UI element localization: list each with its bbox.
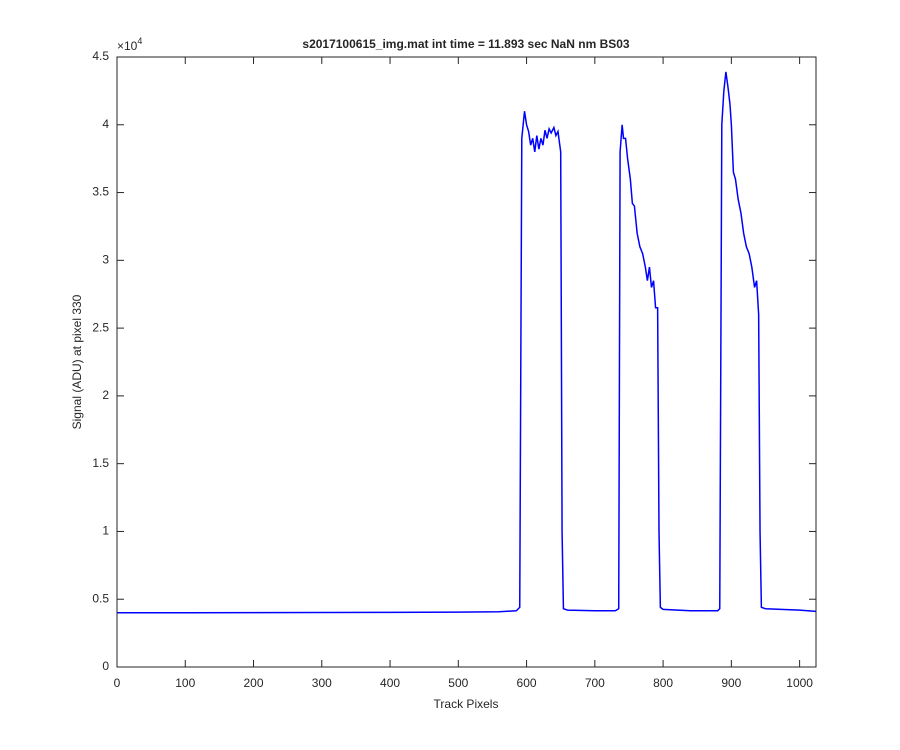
y-multiplier-base: ×10: [117, 39, 138, 53]
y-tick-label: 4.5: [92, 49, 109, 63]
y-tick-label: 1.5: [92, 456, 109, 470]
y-tick-label: 0: [102, 659, 109, 673]
x-tick-label: 1000: [786, 676, 813, 690]
x-tick-label: 400: [380, 676, 400, 690]
y-tick-label: 2.5: [92, 320, 109, 334]
x-tick-label: 500: [448, 676, 468, 690]
data-line: [117, 71, 817, 614]
x-tick-label: 700: [585, 676, 605, 690]
y-tick-label: 2: [102, 388, 109, 402]
x-tick-label: 900: [721, 676, 741, 690]
x-tick-label: 600: [517, 676, 537, 690]
x-axis-label: Track Pixels: [434, 697, 499, 711]
y-tick-label: 4: [102, 117, 109, 131]
y-multiplier: ×104: [117, 36, 142, 53]
y-tick-label: 3.5: [92, 185, 109, 199]
y-tick-label: 3: [102, 253, 109, 267]
x-tick-label: 800: [653, 676, 673, 690]
plot-frame: [116, 56, 817, 668]
y-multiplier-exponent: 4: [137, 36, 142, 46]
x-tick-label: 0: [114, 676, 121, 690]
y-tick-label: 1: [102, 524, 109, 538]
chart-title: s2017100615_img.mat int time = 11.893 se…: [302, 37, 630, 51]
y-axis-label: Signal (ADU) at pixel 330: [70, 294, 84, 429]
x-tick-label: 200: [244, 676, 264, 690]
x-tick-label: 100: [175, 676, 195, 690]
y-tick-label: 0.5: [92, 591, 109, 605]
x-tick-label: 300: [312, 676, 332, 690]
